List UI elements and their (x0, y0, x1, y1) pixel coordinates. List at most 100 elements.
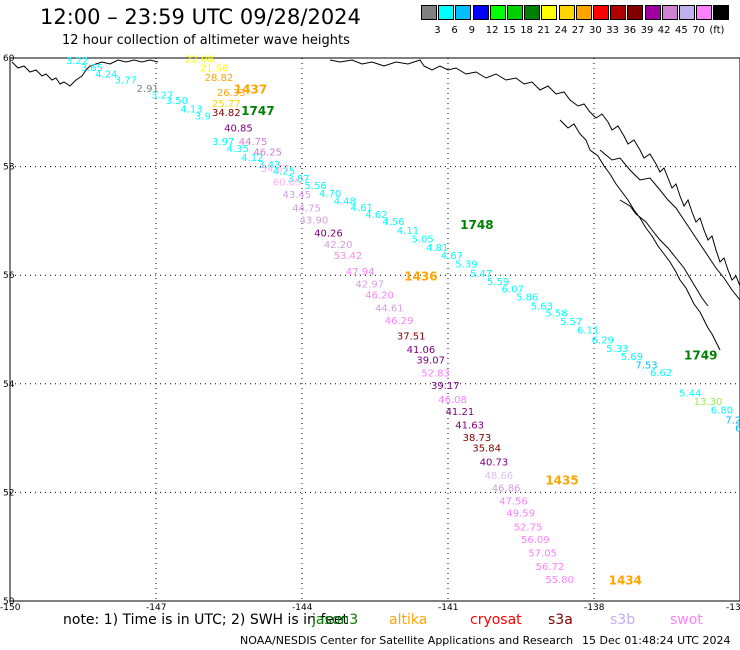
scale-swatch (489, 5, 506, 20)
wave-height-label: 39.17 (431, 381, 460, 392)
latitude-label: 56 (3, 271, 15, 281)
wave-height-label: 49.59 (506, 508, 535, 519)
wave-height-label: 26.33 (217, 88, 246, 99)
scale-swatch (696, 5, 713, 20)
scale-label: 39 (640, 25, 654, 36)
scale-label: 30 (589, 25, 602, 36)
wave-height-label: 5.44 (679, 388, 701, 399)
wave-height-label: 41.06 (407, 345, 436, 356)
wave-height-label: 5.69 (621, 352, 643, 363)
wave-height-label: 6.29 (592, 336, 614, 347)
wave-height-label: 3.43 (258, 160, 280, 171)
wave-height-label: 44.75 (239, 137, 268, 148)
scale-label: (ft) (709, 25, 725, 36)
scale-label: 9 (468, 25, 475, 36)
pass-time-label: 1434 (609, 574, 642, 588)
wave-height-label: 4.61 (351, 203, 373, 214)
wave-height-label: 48.66 (485, 471, 514, 482)
longitude-label: -150 (0, 603, 21, 613)
wave-height-label: 21.56 (200, 64, 229, 75)
wave-height-label: 4.70 (319, 189, 341, 200)
wave-height-label: 13.30 (694, 397, 723, 408)
longitude-label: -147 (146, 603, 166, 613)
map-title: 12:00 – 23:59 UTC 09/28/2024 (40, 5, 361, 29)
graticule (10, 58, 740, 601)
mission-legend-item: altika (389, 612, 428, 628)
mission-legend-item: cryosat (470, 612, 522, 628)
wave-height-label: 3.97 (212, 137, 234, 148)
longitude-label: -141 (438, 603, 458, 613)
wave-height-label: 46.86 (492, 483, 521, 494)
wave-height-label: 5.39 (455, 260, 477, 271)
wave-height-label: 6.80 (711, 406, 733, 417)
wave-height-label: 4.67 (441, 251, 463, 262)
wave-height-label: 54.67 (261, 164, 290, 175)
wave-height-label: 5.59 (487, 277, 509, 288)
wave-height-label: 40.73 (480, 457, 509, 468)
wave-height-label: 46.25 (253, 148, 282, 159)
wave-height-label: 56.72 (536, 562, 565, 573)
wave-height-label: 28.82 (205, 73, 234, 84)
latitude-label: 52 (3, 488, 14, 498)
scale-label: 70 (692, 25, 705, 36)
map-frame (9, 57, 740, 602)
wave-height-label: 4.11 (397, 226, 419, 237)
scale-swatch (713, 5, 730, 20)
wave-height-label: 44.75 (292, 204, 321, 215)
wave-height-label: 3.22 (66, 56, 88, 67)
scale-label: 15 (503, 25, 516, 36)
pass-time-label: 1749 (684, 348, 717, 362)
scale-swatch (661, 5, 678, 20)
wave-height-label: 35.84 (472, 444, 501, 455)
wave-height-label: 56.09 (521, 535, 550, 546)
scale-swatch (524, 5, 541, 20)
longitude-labels: -150 -147 -144 -141 -138 -13 (0, 603, 740, 613)
pass-time-label: 1437 (234, 82, 267, 96)
scale-swatch (593, 5, 609, 20)
wave-height-label: 5.33 (606, 344, 628, 355)
scale-label: 24 (554, 25, 568, 36)
scale-swatch (644, 5, 661, 20)
scale-swatch (472, 5, 489, 20)
scale-swatch (507, 5, 523, 20)
longitude-label: -13 (726, 603, 740, 613)
wave-height-label: 4.35 (227, 144, 249, 155)
wave-height-label: 4.56 (382, 217, 404, 228)
wave-height-label: 60.85 (273, 178, 302, 189)
wave-height-label: 6.62 (650, 368, 672, 379)
wave-height-label: 47.56 (499, 496, 528, 507)
wave-height-label: 4.24 (95, 70, 117, 81)
longitude-label: -144 (292, 603, 313, 613)
wave-height-label: 4.48 (334, 197, 356, 208)
wave-height-label: 40.26 (314, 229, 343, 240)
wave-height-label: 22.08 (185, 54, 214, 65)
latitude-label: 58 (3, 163, 15, 173)
latitude-label: 60 (3, 54, 15, 64)
southeast-alaska-islands (559, 119, 740, 351)
map-subtitle: 12 hour collection of altimeter wave hei… (62, 33, 350, 48)
wave-height-label: 3.9 (195, 111, 211, 122)
wave-height-label: 3.27 (151, 91, 173, 102)
wave-height-label: 5.86 (516, 293, 538, 304)
scale-swatch (558, 5, 575, 20)
wave-height-label: 5.57 (560, 317, 582, 328)
wave-height-label: 41.63 (455, 420, 484, 431)
wave-height-label: 43.45 (283, 190, 312, 201)
mission-legend-item: jason3 (312, 612, 359, 628)
wave-height-label: 6.8 (735, 424, 740, 435)
footer-date: 15 Dec 01:48:24 UTC 2024 (582, 634, 731, 647)
wave-height-label: 25.77 (212, 99, 241, 110)
scale-swatch (541, 5, 558, 20)
wave-height-label: 52.75 (514, 522, 543, 533)
wave-height-label: 57.05 (528, 548, 557, 559)
wave-height-label: 3.77 (115, 76, 137, 87)
mission-legend-item: swot (670, 612, 703, 628)
latitude-labels: 60 58 56 54 52 50 (3, 54, 15, 607)
wave-height-label: 46.08 (438, 395, 467, 406)
wave-height-label: 43.90 (300, 216, 329, 227)
wave-height-label: 46.29 (385, 316, 414, 327)
wave-height-label: 3.50 (166, 96, 188, 107)
scale-swatch (627, 5, 644, 20)
